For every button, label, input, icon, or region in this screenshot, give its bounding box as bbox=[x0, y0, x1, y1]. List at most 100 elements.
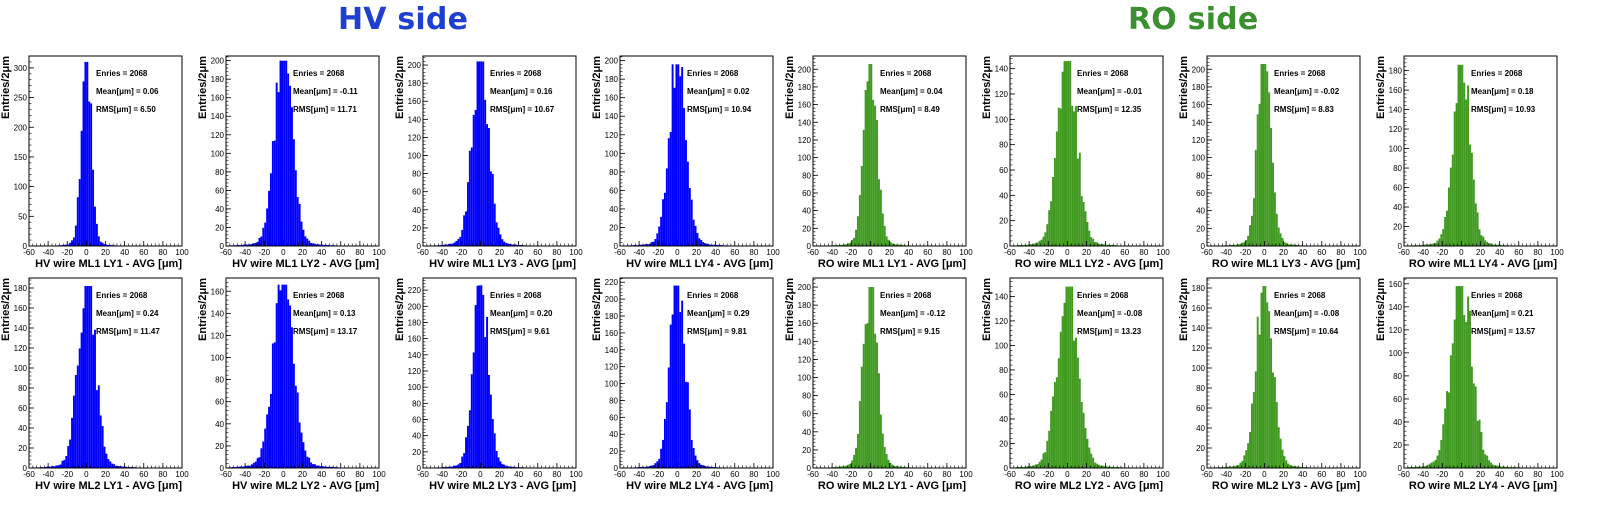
x-tick-label: 20 bbox=[1476, 248, 1485, 257]
histogram-bin bbox=[1042, 236, 1045, 246]
histogram-bin bbox=[247, 465, 249, 468]
histogram-bin bbox=[1229, 466, 1232, 468]
histogram-bin bbox=[1484, 454, 1487, 468]
x-tick-label: 60 bbox=[1514, 248, 1523, 257]
histogram-bin bbox=[1065, 61, 1068, 246]
histogram-bin bbox=[1442, 424, 1445, 468]
stat-mean: Mean[μm] = 0.21 bbox=[1471, 309, 1534, 318]
y-tick-label: 160 bbox=[605, 94, 619, 103]
histogram-bin bbox=[1493, 465, 1496, 468]
histogram-bin bbox=[1438, 449, 1441, 468]
histogram-bin bbox=[1105, 244, 1108, 246]
histogram-bin bbox=[449, 243, 452, 246]
histogram-bin bbox=[512, 466, 515, 468]
y-tick-label: 120 bbox=[408, 133, 422, 142]
x-tick-label: 60 bbox=[533, 470, 542, 479]
y-tick-label: 60 bbox=[609, 186, 618, 195]
histogram-bin bbox=[285, 284, 288, 468]
x-tick-label: 80 bbox=[1139, 248, 1148, 257]
histogram-bin bbox=[1109, 466, 1112, 468]
histogram-bin bbox=[711, 466, 714, 468]
histogram-bin bbox=[1469, 144, 1471, 246]
histogram-bin bbox=[120, 466, 123, 468]
histogram-bin bbox=[92, 334, 95, 468]
y-tick-label: 140 bbox=[605, 346, 619, 355]
histogram-bin bbox=[1038, 240, 1041, 246]
y-tick-label: 60 bbox=[609, 413, 618, 422]
histogram-bin bbox=[1063, 61, 1066, 246]
histogram-bin bbox=[327, 244, 330, 246]
histogram-bin bbox=[1279, 438, 1282, 468]
x-axis-title: RO wire ML2 LY2 - AVG [μm] bbox=[1015, 480, 1163, 492]
x-tick-label: -40 bbox=[42, 248, 54, 257]
histogram-bin bbox=[1260, 63, 1263, 246]
x-axis-title: RO wire ML2 LY1 - AVG [μm] bbox=[818, 480, 966, 492]
stat-entries: Enries = 2068 bbox=[687, 69, 739, 78]
stat-mean: Mean[μm] = 0.24 bbox=[96, 309, 159, 318]
y-tick-label: 160 bbox=[1389, 86, 1403, 95]
x-tick-label: 80 bbox=[749, 470, 758, 479]
histogram-bin bbox=[1461, 64, 1464, 247]
x-tick-label: 20 bbox=[298, 470, 307, 479]
histogram-bin bbox=[455, 240, 458, 246]
histogram-bin bbox=[281, 60, 284, 246]
y-axis-title: Entries/2μm bbox=[591, 56, 603, 119]
histogram-bin bbox=[130, 466, 133, 468]
histogram-bin bbox=[74, 375, 77, 468]
histogram-bin bbox=[855, 229, 857, 246]
y-tick-label: 200 bbox=[605, 295, 619, 304]
y-tick-label: 0 bbox=[614, 464, 619, 473]
histogram-bin bbox=[1258, 334, 1261, 468]
histogram-bin bbox=[1107, 244, 1110, 246]
histogram-bin bbox=[1430, 244, 1433, 246]
histogram-bin bbox=[53, 466, 56, 468]
x-axis-title: HV wire ML2 LY2 - AVG [μm] bbox=[232, 480, 379, 492]
histogram-bin bbox=[273, 342, 276, 468]
histogram-bin bbox=[1094, 242, 1097, 246]
histogram-bin bbox=[681, 67, 684, 246]
histogram-bin bbox=[899, 466, 901, 468]
x-tick-label: -40 bbox=[1023, 248, 1035, 257]
histogram-bin bbox=[296, 392, 299, 468]
histogram-bars bbox=[1411, 64, 1510, 247]
histogram-bin bbox=[1432, 461, 1435, 468]
histogram-bin bbox=[858, 195, 861, 246]
histogram-bin bbox=[1425, 465, 1427, 468]
stat-rms: RMS[μm] = 10.67 bbox=[490, 105, 555, 114]
histogram-bin bbox=[700, 464, 703, 468]
x-tick-label: 40 bbox=[317, 248, 326, 257]
stat-entries: Enries = 2068 bbox=[1077, 291, 1129, 300]
histogram-bin bbox=[843, 244, 846, 246]
x-tick-label: 40 bbox=[1298, 248, 1307, 257]
histogram-bin bbox=[897, 466, 900, 468]
x-tick-label: 20 bbox=[885, 248, 894, 257]
histogram-bin bbox=[1507, 466, 1510, 468]
histogram-bin bbox=[1078, 152, 1081, 246]
x-tick-label: 40 bbox=[904, 470, 913, 479]
y-tick-label: 140 bbox=[1192, 118, 1206, 127]
histogram-bin bbox=[878, 373, 880, 468]
histogram-bin bbox=[1097, 243, 1100, 246]
x-tick-label: 80 bbox=[355, 470, 364, 479]
histogram-bin bbox=[870, 63, 873, 246]
histogram-bin bbox=[707, 466, 710, 468]
histogram-bin bbox=[444, 244, 446, 246]
y-tick-label: 40 bbox=[1393, 203, 1402, 212]
stat-entries: Enries = 2068 bbox=[96, 291, 148, 300]
y-tick-label: 80 bbox=[609, 396, 618, 405]
histogram-bin bbox=[101, 242, 104, 246]
y-tick-label: 100 bbox=[995, 115, 1009, 124]
histogram-panel: 0 20 40 60 80 100 120 140 160 180 200 -60 -40 -20 0 20 4… bbox=[1178, 55, 1367, 270]
histogram-bin bbox=[275, 303, 278, 468]
y-tick-label: 120 bbox=[605, 131, 619, 140]
y-tick-label: 140 bbox=[995, 65, 1009, 74]
histogram-bin bbox=[484, 337, 487, 468]
histogram-bin bbox=[478, 61, 481, 246]
histogram-bin bbox=[1027, 244, 1030, 246]
x-tick-label: -20 bbox=[258, 470, 270, 479]
histogram-bin bbox=[1038, 461, 1041, 468]
histogram-bin bbox=[78, 179, 81, 246]
histogram-bin bbox=[489, 171, 492, 246]
